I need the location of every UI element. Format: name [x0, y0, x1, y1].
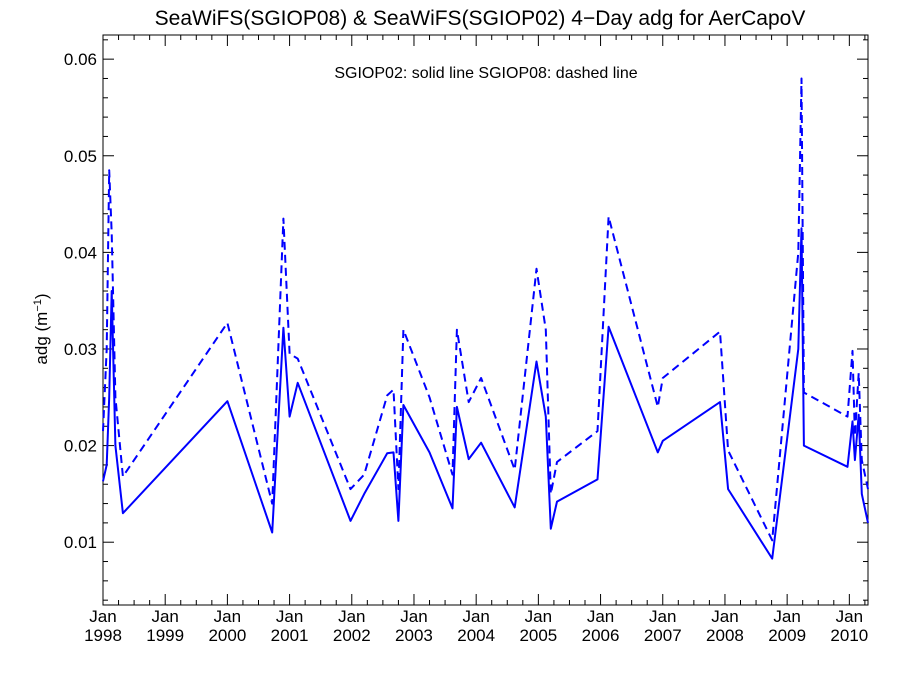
x-tick-label-month: Jan [773, 607, 800, 626]
x-tick-label-year: 2006 [582, 626, 620, 645]
chart-title: SeaWiFS(SGIOP08) & SeaWiFS(SGIOP02) 4−Da… [155, 7, 806, 30]
x-tick-label-month: Jan [711, 607, 738, 626]
x-tick-label-month: Jan [836, 607, 863, 626]
x-tick-label-month: Jan [649, 607, 676, 626]
axis-ticks: Jan1998Jan1999Jan2000Jan2001Jan2002Jan20… [64, 35, 868, 645]
x-tick-label-year: 2000 [208, 626, 246, 645]
x-tick-label-year: 2001 [271, 626, 309, 645]
x-tick-label-year: 2005 [519, 626, 557, 645]
x-tick-label-month: Jan [151, 607, 178, 626]
data-series [102, 77, 869, 560]
x-tick-label-year: 2007 [644, 626, 682, 645]
y-tick-label: 0.05 [64, 147, 97, 166]
x-tick-label-month: Jan [338, 607, 365, 626]
x-tick-label-year: 2009 [768, 626, 806, 645]
x-tick-label-year: 2004 [457, 626, 495, 645]
x-tick-label-month: Jan [462, 607, 489, 626]
x-tick-label-month: Jan [525, 607, 552, 626]
plot-area-frame [102, 34, 869, 606]
y-tick-label: 0.01 [64, 533, 97, 552]
y-axis-label-base: adg (m [32, 312, 51, 365]
x-tick-label-month: Jan [214, 607, 241, 626]
x-tick-label-month: Jan [89, 607, 116, 626]
y-tick-label: 0.06 [64, 50, 97, 69]
x-tick-label-year: 1999 [146, 626, 184, 645]
y-tick-label: 0.04 [64, 243, 97, 262]
y-axis-label-superscript: −1 [32, 299, 44, 312]
series-line-sgiop02 [102, 227, 869, 560]
y-axis-label: adg (m−1) [32, 293, 51, 364]
x-tick-label-month: Jan [276, 607, 303, 626]
x-tick-label-year: 2003 [395, 626, 433, 645]
x-tick-label-year: 2002 [333, 626, 371, 645]
x-tick-label-year: 2008 [706, 626, 744, 645]
x-tick-label-month: Jan [587, 607, 614, 626]
x-tick-label-year: 2010 [830, 626, 868, 645]
y-tick-label: 0.02 [64, 437, 97, 456]
y-axis-label-close: ) [32, 293, 51, 299]
x-tick-label-year: 1998 [84, 626, 122, 645]
x-tick-label-month: Jan [400, 607, 427, 626]
series-line-sgiop08 [102, 77, 869, 542]
y-tick-label: 0.03 [64, 340, 97, 359]
line-style-annotation: SGIOP02: solid line SGIOP08: dashed line [334, 65, 637, 82]
